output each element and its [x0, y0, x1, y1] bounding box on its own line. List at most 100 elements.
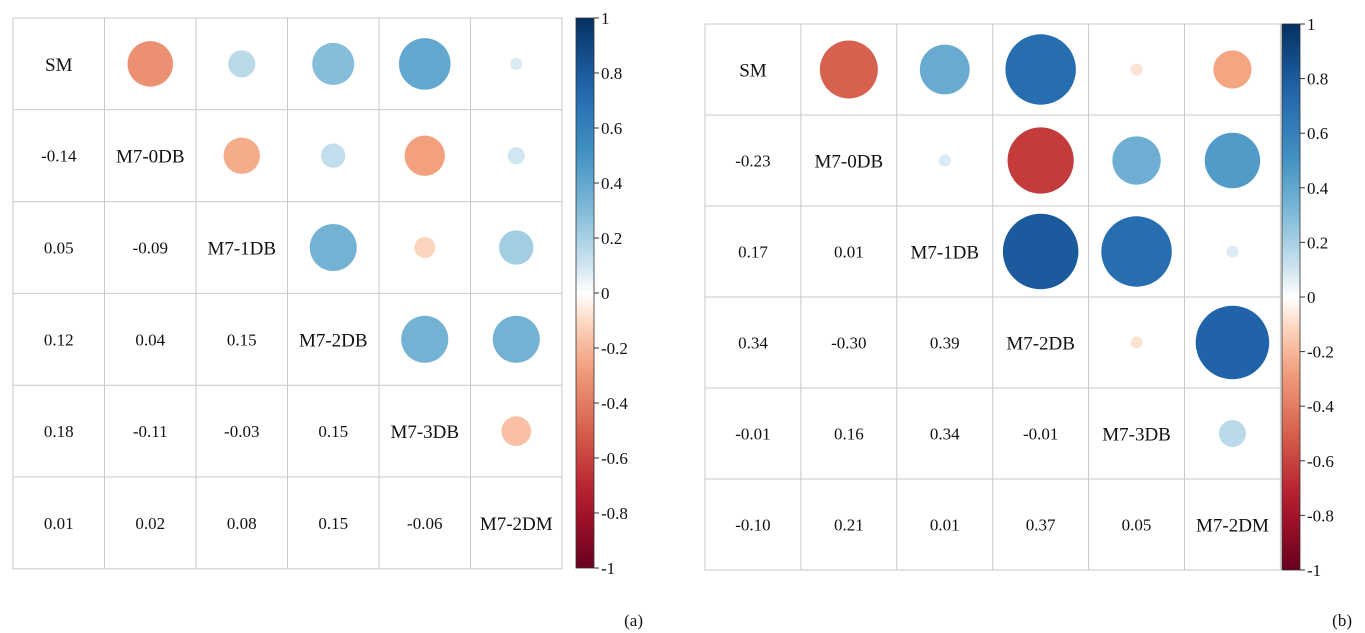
correlation-value-label: 0.01: [834, 243, 864, 262]
colorbar-tick-label: -0.2: [601, 339, 628, 358]
correlation-bubble: [507, 147, 525, 165]
correlation-value-label: 0.34: [930, 425, 960, 444]
colorbar-tick-label: -0.2: [1307, 343, 1334, 362]
colorbar-tick-label: 1: [601, 9, 610, 28]
colorbar-gradient: [575, 17, 595, 569]
variable-label: M7-2DM: [480, 514, 553, 535]
colorbar-tick-label: 0.4: [601, 174, 623, 193]
correlation-value-label: -0.06: [407, 514, 442, 533]
correlation-bubble: [1002, 213, 1079, 290]
correlation-value-label: 0.01: [930, 516, 960, 535]
correlation-bubble: [309, 223, 357, 272]
panel-label: (a): [624, 611, 643, 630]
correlation-bubble: [1213, 50, 1252, 89]
correlation-value-label: 0.01: [44, 514, 74, 533]
colorbar-tick-label: -1: [601, 559, 615, 578]
colorbar-tick-label: 0.6: [601, 119, 622, 138]
panel-label: (b): [1332, 611, 1352, 630]
panel-a: SM -0.14 M7-0DB 0.05 -0.09 M7-1DB 0.12 0.04 0.15…: [12, 9, 643, 630]
correlation-bubble: [321, 143, 346, 168]
correlation-bubble: [510, 57, 523, 70]
variable-label: M7-0DB: [116, 147, 185, 168]
colorbar-tick-label: -0.4: [1307, 397, 1334, 416]
colorbar-tick-label: -0.8: [601, 504, 628, 523]
correlation-value-label: 0.02: [135, 514, 165, 533]
correlation-bubble: [499, 230, 534, 265]
colorbar-tick-label: -0.8: [1307, 506, 1334, 525]
correlation-bubble: [501, 416, 532, 446]
correlation-bubble: [398, 38, 451, 90]
correlation-bubble: [1101, 216, 1172, 287]
correlation-value-label: 0.17: [738, 243, 768, 262]
correlation-bubble: [127, 41, 173, 87]
correlation-bubble: [1007, 127, 1074, 194]
variable-label: M7-2DB: [1006, 334, 1075, 355]
variable-label: M7-3DB: [1102, 425, 1171, 446]
correlation-value-label: 0.37: [1026, 516, 1056, 535]
correlation-bubble: [492, 315, 540, 363]
correlation-bubble: [414, 236, 436, 259]
correlation-bubble: [228, 50, 256, 78]
correlation-bubble: [1204, 132, 1261, 189]
correlation-bubble: [1130, 63, 1143, 76]
correlation-bubble: [223, 137, 260, 174]
variable-label: M7-1DB: [910, 243, 979, 264]
colorbar-gradient: [1281, 23, 1301, 571]
variable-label: M7-2DB: [299, 330, 368, 351]
correlation-bubble: [1226, 245, 1239, 258]
correlation-bubble: [1130, 336, 1143, 349]
correlation-value-label: -0.11: [133, 422, 168, 441]
variable-label: M7-0DB: [815, 152, 884, 173]
variable-label: M7-2DM: [1196, 516, 1269, 537]
correlation-bubble: [1005, 34, 1076, 105]
correlation-bubble: [1112, 136, 1161, 185]
variable-label: SM: [45, 55, 73, 76]
correlation-value-label: -0.14: [41, 147, 77, 166]
correlation-value-label: 0.04: [135, 330, 165, 349]
correlation-value-label: 0.15: [318, 422, 348, 441]
colorbar-tick-label: 0.8: [1307, 70, 1328, 89]
colorbar-tick-label: 0: [1307, 288, 1316, 307]
colorbar-tick-label: 0.2: [601, 229, 622, 248]
colorbar: 1 0.8 0.6 0.4 0.2 0 -0.2 -0.4 -0.6 -0.8 -1: [575, 9, 628, 578]
colorbar-tick-label: -0.6: [1307, 452, 1334, 471]
correlation-value-label: 0.08: [227, 514, 257, 533]
correlation-value-label: 0.15: [227, 330, 257, 349]
variable-label: SM: [739, 61, 767, 82]
colorbar: 1 0.8 0.6 0.4 0.2 0 -0.2 -0.4 -0.6 -0.8 -1: [1281, 15, 1334, 580]
correlation-bubble: [1218, 419, 1246, 448]
correlation-value-label: -0.10: [735, 516, 770, 535]
correlation-value-label: -0.03: [224, 422, 259, 441]
correlation-bubble: [938, 154, 951, 167]
colorbar-tick-label: 0: [601, 284, 610, 303]
correlation-value-label: -0.30: [831, 334, 866, 353]
correlation-value-label: 0.05: [44, 239, 74, 258]
variable-label: M7-3DB: [390, 422, 459, 443]
correlation-value-label: 0.39: [930, 334, 960, 353]
correlation-value-label: 0.16: [834, 425, 864, 444]
colorbar-tick-label: 1: [1307, 15, 1316, 34]
correlation-value-label: -0.23: [735, 152, 770, 171]
correlation-bubble: [404, 135, 445, 176]
correlation-bubble: [312, 42, 355, 85]
correlation-value-label: 0.21: [834, 516, 864, 535]
colorbar-tick-label: 0.8: [601, 64, 622, 83]
colorbar-tick-label: 0.2: [1307, 233, 1328, 252]
correlation-value-label: 0.05: [1122, 516, 1152, 535]
correlation-value-label: 0.34: [738, 334, 768, 353]
correlation-bubble: [1195, 305, 1270, 380]
correlation-value-label: -0.09: [133, 239, 168, 258]
colorbar-tick-label: -0.4: [601, 394, 628, 413]
correlation-value-label: 0.15: [318, 514, 348, 533]
correlation-value-label: -0.01: [735, 425, 770, 444]
colorbar-tick-label: -1: [1307, 561, 1321, 580]
colorbar-tick-label: -0.6: [601, 449, 628, 468]
correlation-value-label: 0.12: [44, 330, 74, 349]
correlation-bubble: [919, 44, 970, 95]
correlation-bubble: [819, 40, 878, 99]
colorbar-tick-label: 0.4: [1307, 179, 1329, 198]
correlation-value-label: 0.18: [44, 422, 74, 441]
colorbar-tick-label: 0.6: [1307, 124, 1328, 143]
grid: [12, 17, 563, 570]
